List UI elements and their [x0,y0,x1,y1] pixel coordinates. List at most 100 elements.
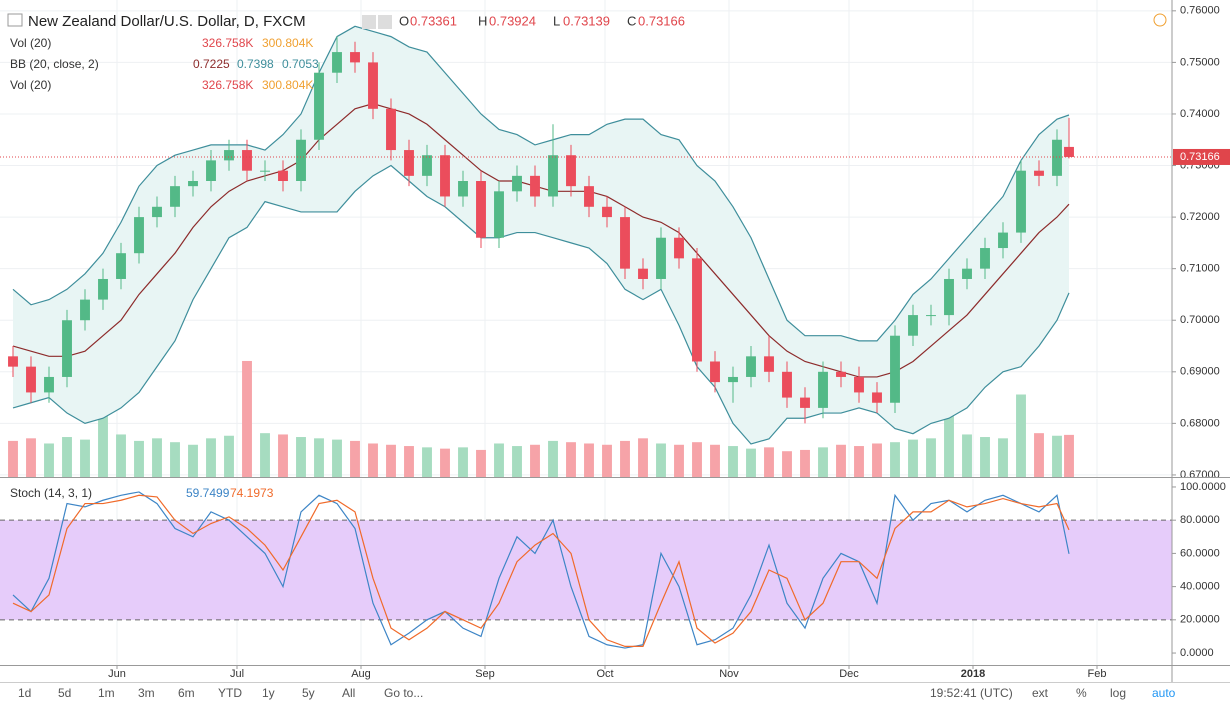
candle-body [746,356,756,377]
candle-body [170,186,180,207]
candle-body [188,181,198,187]
volume-bar [836,444,846,477]
y-tick-label: 20.0000 [1180,614,1220,626]
symbol-title: New Zealand Dollar/U.S. Dollar, D, FXCM [28,13,306,30]
candle-body [350,52,360,63]
alert-icon[interactable] [1153,13,1167,27]
candle-body [692,258,702,362]
range-button[interactable]: 1d [18,686,31,700]
icon[interactable] [378,15,392,29]
volume-bar [710,444,720,477]
y-tick-label: 100.0000 [1180,481,1226,493]
volume-bar [26,438,36,477]
candle-body [386,108,396,151]
candle-body [854,376,864,393]
x-tick-label: Jul [230,668,244,680]
range-button[interactable]: 6m [178,686,195,700]
volume-bar [638,438,648,477]
range-button[interactable]: 1m [98,686,115,700]
x-tick-label: Feb [1088,668,1107,680]
y-tick-label: 0.70000 [1180,314,1220,326]
option-button[interactable]: auto [1152,686,1176,700]
candle-body [476,181,486,238]
range-button[interactable]: YTD [218,686,242,700]
volume-bar [890,442,900,477]
volume-bar [620,440,630,477]
volume-bar [1064,434,1074,477]
volume-bar [440,448,450,477]
volume-bar [98,394,108,477]
volume-bar [908,439,918,477]
candle-body [908,315,918,336]
volume-bar [962,434,972,477]
candle-body [404,150,414,176]
y-tick-label: 60.0000 [1180,547,1220,559]
option-button[interactable]: log [1110,686,1126,700]
volume-bar [782,451,792,477]
toolbar: 1d 5d 1m 3m 6m YTD 1y 5y All Go to... 19:52:41 (UT… [18,686,1176,700]
candle-body [224,150,234,161]
candle-body [800,397,810,408]
clock: 19:52:41 (UTC) [930,686,1013,700]
candle-body [638,268,648,279]
candle-body [44,376,54,393]
volume-bar [476,449,486,477]
bb-legend-upper: 0.7398 [237,57,274,71]
y-tick-label: 0.69000 [1180,366,1220,378]
volume-bar [1034,433,1044,477]
volume-bar [944,400,954,477]
volume-bar [1016,394,1026,477]
y-tick-label: 0.0000 [1180,647,1214,659]
candle-body [602,206,612,218]
range-button[interactable]: 1y [262,686,275,700]
option-button[interactable]: ext [1032,686,1049,700]
last-price-label: 0.73166 [1180,151,1220,163]
volume-bar [170,442,180,477]
candle-body [566,155,576,187]
range-button[interactable]: 5d [58,686,71,700]
x-tick-label: Oct [596,668,613,680]
candle-body [620,217,630,269]
candle-body [584,186,594,207]
volume-bar [566,442,576,477]
ohlc-value: 0.73924 [489,13,536,28]
volume-bar [926,438,936,477]
volume-bar [314,438,324,477]
bb-upper [12,25,1070,342]
candle-body [836,371,846,377]
volume-bar [332,439,342,477]
volume-bar [134,440,144,477]
x-tick-label: 2018 [961,668,985,680]
range-button[interactable]: 3m [138,686,155,700]
range-button[interactable]: 5y [302,686,315,700]
volume-bar [764,447,774,477]
plot: 0.73166 [0,25,1230,649]
volume-bar [818,447,828,477]
x-tick-label: Jun [108,668,126,680]
candle-body [260,170,270,172]
candle-body [1016,170,1026,233]
y-tick-label: 0.67000 [1180,469,1220,481]
x-tick-label: Aug [351,668,371,680]
volume-bar [800,449,810,477]
candle-body [1034,170,1044,176]
candle-body [332,52,342,73]
volume-bar [980,437,990,477]
candle-body [512,175,522,192]
candle-body [440,155,450,197]
icon[interactable] [362,15,376,29]
volume-bar [854,446,864,477]
candle-body [458,181,468,197]
goto-button[interactable]: Go to... [384,686,423,700]
volume-bar [602,444,612,477]
range-button[interactable]: All [342,686,355,700]
option-button[interactable]: % [1076,686,1087,700]
ohlc-value: 0.73139 [563,13,610,28]
stoch-legend-k: 59.7499 [186,486,230,500]
candle-body [494,191,504,238]
volume-legend-name: Vol (20) [10,36,51,50]
candle-body [1052,139,1062,176]
collapse-icon[interactable] [7,13,23,27]
stoch-legend-d: 74.1973 [230,486,274,500]
